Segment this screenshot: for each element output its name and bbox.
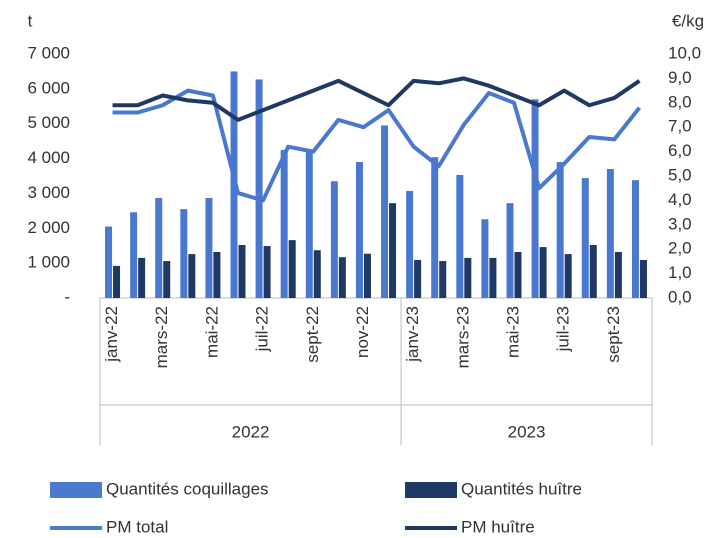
bar (414, 260, 422, 298)
bar (489, 257, 497, 298)
bar (105, 226, 113, 298)
y2-tick-label: 9,0 (668, 68, 692, 87)
bar (363, 253, 371, 298)
bar (138, 257, 146, 298)
y-tick-label: 1 000 (27, 253, 70, 272)
bar (263, 246, 271, 298)
x-tick-label: juil-22 (253, 306, 272, 352)
x-tick-label: sept-23 (604, 306, 623, 363)
bar (481, 219, 489, 298)
bar (564, 254, 572, 298)
y2-tick-label: 4,0 (668, 190, 692, 209)
bar (506, 203, 514, 298)
y-axis-title: t (28, 11, 33, 30)
legend-label: Quantités huître (461, 479, 582, 498)
x-tick-label: nov-22 (353, 306, 372, 358)
y-tick-label: 2 000 (27, 218, 70, 237)
bar (188, 254, 196, 298)
y-tick-label: 6 000 (27, 78, 70, 97)
bar (639, 260, 647, 298)
bar (213, 251, 221, 298)
bar (389, 203, 397, 298)
y2-tick-label: 3,0 (668, 214, 692, 233)
bar (589, 245, 597, 298)
y2-tick-label: 10,0 (668, 43, 701, 62)
bar (338, 257, 346, 298)
bar (431, 157, 439, 298)
bar (280, 149, 288, 298)
y-tick-label: 7 000 (27, 43, 70, 62)
line (112, 76, 641, 122)
bar (163, 261, 171, 298)
bar (113, 265, 121, 298)
bar (556, 162, 564, 298)
y2-tick-label: 6,0 (668, 141, 692, 160)
bar (313, 250, 321, 298)
y-tick-label: 4 000 (27, 148, 70, 167)
legend-swatch (50, 482, 102, 498)
y2-tick-label: 2,0 (668, 239, 692, 258)
y2-tick-label: 5,0 (668, 165, 692, 184)
bar (464, 257, 472, 298)
bar (539, 247, 547, 298)
x-tick-label: mars-22 (152, 306, 171, 368)
x-tick-label: mai-22 (202, 306, 221, 358)
legend-label: PM total (106, 517, 168, 536)
bar (255, 79, 263, 299)
bar (355, 162, 363, 298)
x-tick-label: janv-23 (403, 306, 422, 363)
x-tick-label: mars-23 (453, 306, 472, 368)
legend-label: PM huître (461, 517, 535, 536)
y2-tick-label: 1,0 (668, 263, 692, 282)
x-tick-label: mai-23 (503, 306, 522, 358)
bar (514, 251, 522, 298)
bar (155, 197, 163, 298)
bar (238, 245, 246, 298)
y2-tick-label: 0,0 (668, 287, 692, 306)
bar (456, 174, 464, 298)
group-label: 2023 (508, 422, 546, 441)
y-tick-label: 5 000 (27, 113, 70, 132)
x-tick-label: sept-22 (303, 306, 322, 363)
x-tick-label: juil-23 (554, 306, 573, 352)
bar (130, 212, 138, 298)
legend-label: Quantités coquillages (106, 479, 269, 498)
y-tick-label: 3 000 (27, 183, 70, 202)
bar (614, 251, 622, 298)
line (112, 88, 642, 203)
bar (581, 178, 589, 298)
bar (406, 190, 414, 298)
bar (330, 181, 338, 298)
bar (288, 240, 296, 298)
bar (180, 209, 188, 298)
bar (305, 151, 313, 298)
y2-axis-title: €/kg (672, 11, 704, 30)
bar (606, 169, 614, 298)
bar (381, 125, 389, 298)
y-tick-label: - (64, 287, 70, 306)
bar (631, 180, 639, 298)
bar (531, 99, 539, 298)
group-label: 2022 (232, 422, 270, 441)
bar (439, 261, 447, 298)
y2-tick-label: 8,0 (668, 92, 692, 111)
y2-tick-label: 7,0 (668, 117, 692, 136)
bar (205, 197, 213, 298)
x-tick-label: janv-22 (102, 306, 121, 363)
legend-swatch (405, 482, 457, 498)
